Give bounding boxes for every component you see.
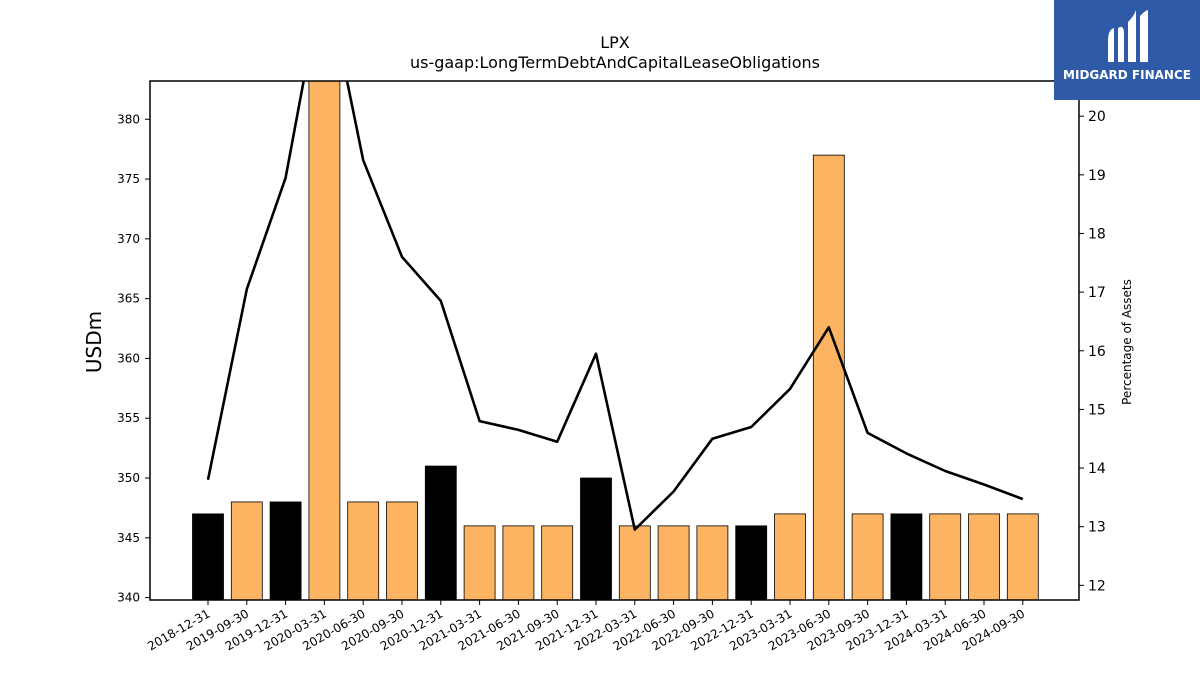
right-axis: 12 13 14 15 16 17 18 19 20 xyxy=(1079,109,1106,594)
bar-2023-03-31 xyxy=(774,513,806,600)
bar-2021-12-31 xyxy=(580,477,612,600)
line-layer xyxy=(206,81,1024,531)
y2-tick-label: 16 xyxy=(1088,344,1106,360)
chart-subtitle: us-gaap:LongTermDebtAndCapitalLeaseOblig… xyxy=(410,53,820,72)
bar-2018-12-31 xyxy=(192,513,224,600)
percentage-line xyxy=(206,81,1024,531)
y-tick-label: 365 xyxy=(117,292,140,306)
bar-2022-12-31 xyxy=(735,525,768,600)
y-tick-label: 370 xyxy=(117,232,140,246)
y2-tick-label: 20 xyxy=(1088,109,1106,125)
x-axis: 2018-12-312019-09-302019-12-312020-03-31… xyxy=(145,600,1027,653)
midgard-logo-icon xyxy=(1108,10,1148,62)
bar-2019-12-31 xyxy=(269,501,302,600)
bar-2020-09-30 xyxy=(386,501,418,600)
y-axis-label: USDm xyxy=(82,311,106,373)
y-tick-label: 345 xyxy=(117,531,140,545)
left-axis: 340 345 350 355 360 365 370 375 380 xyxy=(117,112,150,605)
plot-frame xyxy=(149,80,1080,601)
bar-2022-09-30 xyxy=(696,525,729,600)
bar-2020-03-31 xyxy=(308,81,341,600)
y2-tick-label: 14 xyxy=(1088,461,1106,477)
bar-2023-09-30 xyxy=(851,513,884,600)
bar-2024-09-30 xyxy=(1006,513,1039,600)
bar-2024-03-31 xyxy=(929,513,962,600)
y-tick-label: 350 xyxy=(117,471,140,485)
bar-2022-03-31 xyxy=(618,525,651,600)
y-tick-label: 340 xyxy=(117,591,140,605)
bar-2020-12-31 xyxy=(424,465,457,600)
bar-2020-06-30 xyxy=(347,501,380,600)
brand-name: MIDGARD FINANCE xyxy=(1063,68,1191,82)
y-tick-label: 380 xyxy=(117,112,140,126)
bar-2024-06-30 xyxy=(968,513,1000,600)
y-tick-label: 355 xyxy=(117,411,140,425)
y2-tick-label: 18 xyxy=(1088,226,1106,242)
bar-2021-09-30 xyxy=(541,525,574,600)
y2-tick-label: 13 xyxy=(1088,520,1106,536)
chart-title: LPX xyxy=(600,33,630,52)
brand-logo: MIDGARD FINANCE xyxy=(1054,0,1200,100)
y2-tick-label: 17 xyxy=(1088,285,1106,301)
bar-layer xyxy=(192,81,1039,600)
bar-2023-12-31 xyxy=(890,513,923,600)
y-tick-label: 360 xyxy=(117,351,140,365)
bar-2019-09-30 xyxy=(230,501,263,600)
y-tick-label: 375 xyxy=(117,172,140,186)
bar-2023-06-30 xyxy=(812,154,845,600)
y2-tick-label: 15 xyxy=(1088,402,1106,418)
y2-tick-label: 19 xyxy=(1088,168,1106,184)
bar-2021-06-30 xyxy=(502,525,535,600)
y2-axis-label: Percentage of Assets xyxy=(1120,279,1134,405)
y2-tick-label: 12 xyxy=(1088,578,1106,594)
bar-2022-06-30 xyxy=(657,525,690,600)
bar-2021-03-31 xyxy=(463,525,496,600)
